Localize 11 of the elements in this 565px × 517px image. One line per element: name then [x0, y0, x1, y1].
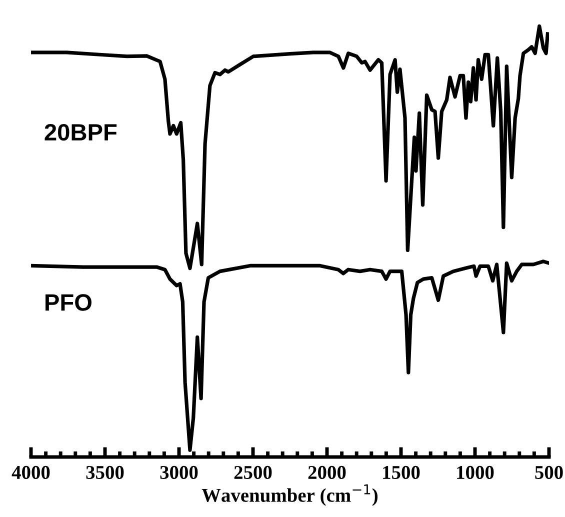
x-tick-label: 4000 — [12, 466, 50, 480]
x-tick-label: 3500 — [86, 466, 124, 480]
series-label: PFO — [46, 294, 92, 311]
x-tick-label: 1500 — [383, 466, 420, 480]
x-axis-title: Wavenumber (cm$^{−1}$) — [202, 484, 378, 506]
x-tick-label: 500 — [535, 466, 563, 480]
x-tick-label: 2500 — [234, 466, 272, 480]
x-tick-label: 2000 — [308, 466, 346, 480]
x-tick-label: 3000 — [160, 466, 198, 480]
text: 20BPF — [44, 124, 117, 141]
x-tick-label: 1000 — [457, 466, 494, 480]
